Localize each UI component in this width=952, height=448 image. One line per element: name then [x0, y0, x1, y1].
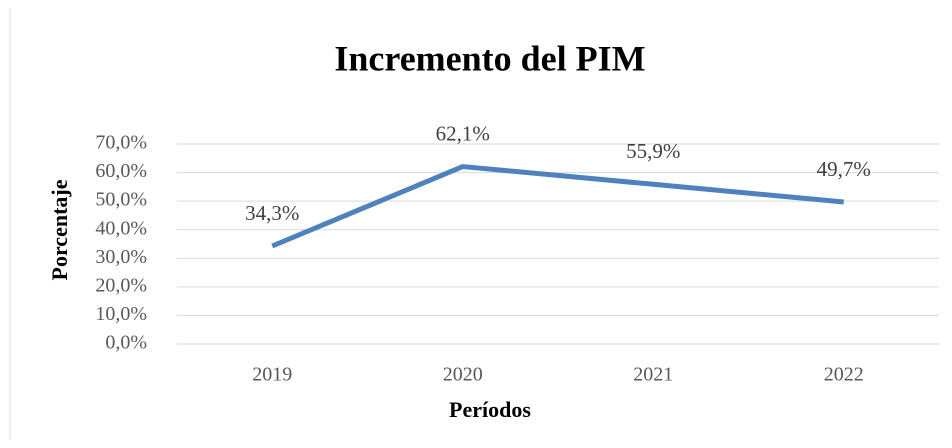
y-tick-label: 10,0% [95, 303, 147, 325]
chart-title: Incremento del PIM [334, 38, 645, 78]
x-axis-label: Períodos [449, 397, 531, 422]
x-tick-label: 2019 [252, 364, 292, 386]
y-tick-label: 20,0% [95, 274, 147, 296]
y-tick-label: 50,0% [95, 189, 147, 211]
y-tick-label: 0,0% [105, 332, 147, 354]
y-axis-label: Porcentaje [47, 179, 72, 280]
data-label: 62,1% [436, 121, 490, 145]
data-line [271, 164, 844, 249]
data-label: 55,9% [626, 139, 680, 163]
y-tick-label: 40,0% [95, 217, 147, 239]
y-tick-label: 70,0% [95, 132, 147, 154]
x-tick-label: 2022 [824, 364, 864, 386]
y-tick-label: 60,0% [95, 160, 147, 182]
x-tick-label: 2020 [443, 364, 483, 386]
data-label: 49,7% [817, 157, 871, 181]
x-tick-label: 2021 [633, 364, 673, 386]
y-tick-label: 30,0% [95, 246, 147, 268]
data-label: 34,3% [245, 201, 299, 225]
